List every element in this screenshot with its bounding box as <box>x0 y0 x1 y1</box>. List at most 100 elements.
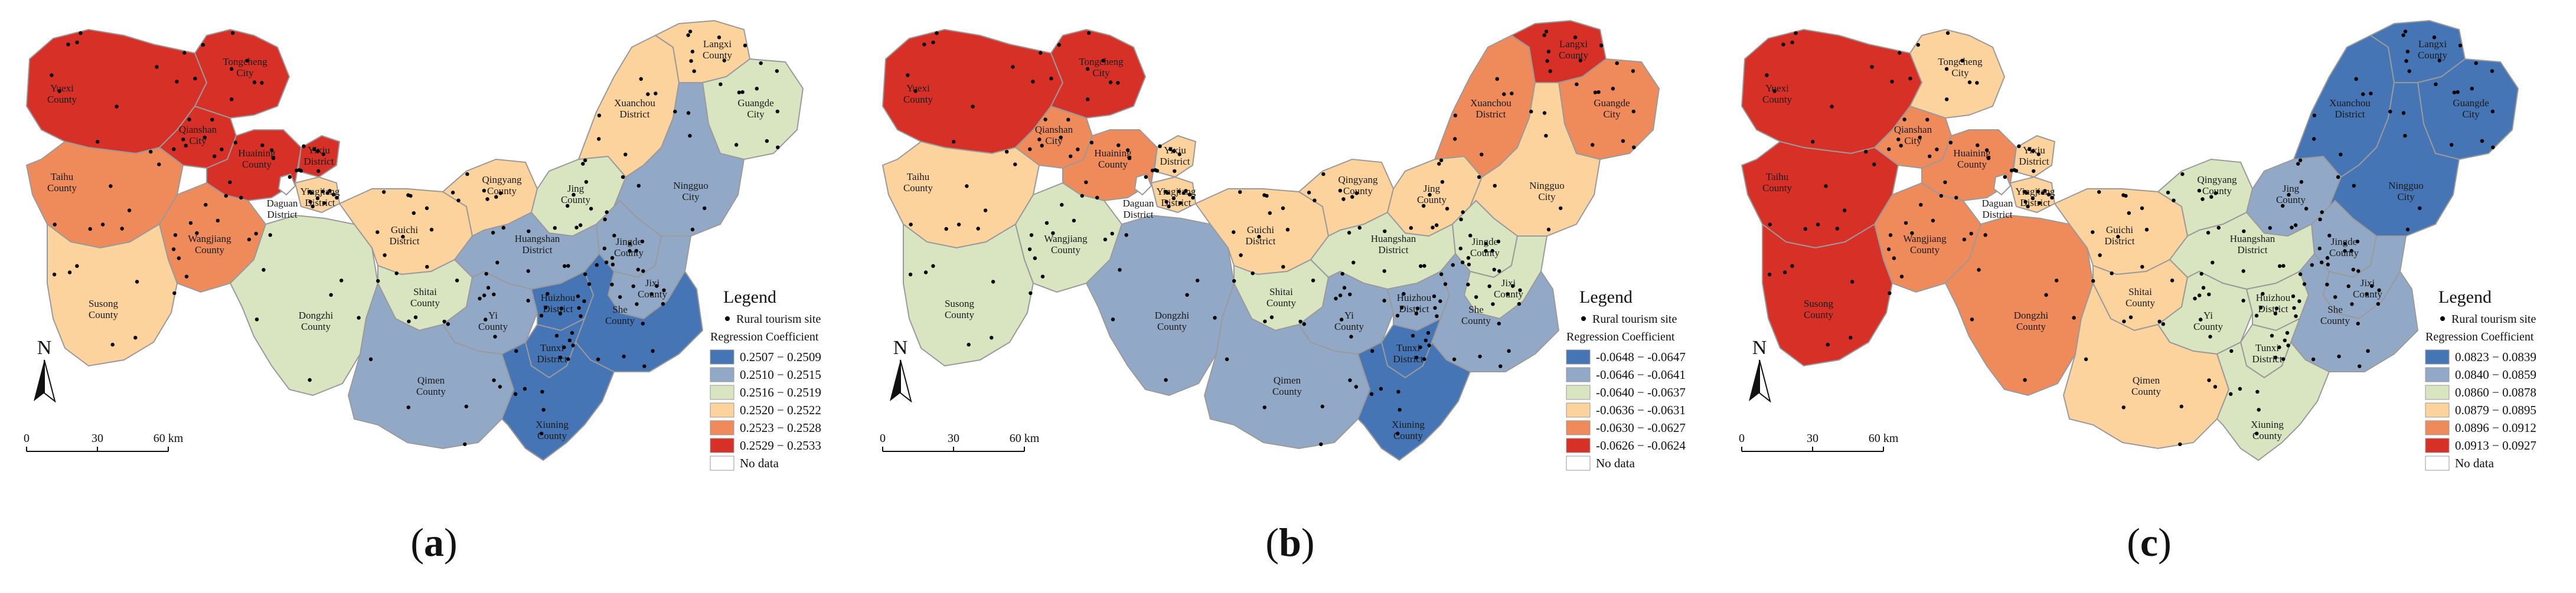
rural-tourism-site <box>1370 349 1374 353</box>
district-qimen <box>1203 281 1371 450</box>
rural-tourism-site <box>1269 315 1274 319</box>
legend-coef-title: Regression Coefficient <box>1566 330 1675 343</box>
district-label-taihu: Taihu County <box>1762 171 1793 194</box>
rural-tourism-site <box>368 357 373 361</box>
district-label-jingde: Jingde County <box>1470 236 1500 258</box>
rural-tourism-site <box>583 158 587 162</box>
rural-tourism-site <box>1086 97 1090 101</box>
district-label-yingjiang: Yingjiang District <box>2015 186 2055 208</box>
rural-tourism-site <box>755 87 759 91</box>
rural-tourism-site <box>1040 274 1045 279</box>
rural-tourism-site <box>1591 143 1595 147</box>
rural-tourism-site <box>193 76 197 81</box>
rural-tourism-site <box>1467 263 1471 267</box>
rural-tourism-site <box>75 264 79 268</box>
rural-tourism-site <box>1497 322 1501 326</box>
rural-tourism-site <box>1928 154 1932 159</box>
rural-tourism-site <box>1896 137 1901 142</box>
rural-tourism-site <box>2097 190 2101 194</box>
scale-bar: 0 30 60 km <box>24 432 184 452</box>
rural-tourism-site <box>2178 442 2182 447</box>
rural-tourism-site <box>610 283 614 287</box>
rural-tourism-site <box>157 162 161 166</box>
rural-tourism-site <box>2407 69 2411 73</box>
rural-tourism-site <box>2003 175 2007 179</box>
rural-tourism-site <box>640 240 645 244</box>
rural-tourism-site <box>1196 279 1200 283</box>
rural-tourism-site <box>254 317 259 322</box>
rural-tourism-site <box>526 299 530 303</box>
district-label-jixi: Jixi County <box>2353 277 2383 300</box>
rural-tourism-site <box>612 234 616 238</box>
district-label-she: She County <box>2320 304 2350 326</box>
rural-tourism-site <box>2285 331 2290 335</box>
rural-tourism-site <box>1057 42 1061 47</box>
rural-tourism-site <box>562 345 566 349</box>
rural-tourism-site <box>329 293 333 297</box>
rural-tourism-site <box>245 58 249 63</box>
rural-tourism-site <box>2036 189 2040 194</box>
legend-swatch <box>2425 420 2450 435</box>
district-label-qimen: Qimen County <box>2131 375 2162 397</box>
rural-tourism-site <box>1461 210 1465 214</box>
rural-tourism-site <box>429 228 434 232</box>
district-label-wangjiang: Wangjiang County <box>1903 233 1947 255</box>
district-susong <box>47 223 178 367</box>
legend-title: Legend <box>2438 287 2492 307</box>
rural-tourism-site <box>50 73 54 77</box>
rural-tourism-site <box>2242 229 2246 234</box>
rural-tourism-site <box>376 230 380 234</box>
rural-tourism-site <box>2046 192 2051 196</box>
rural-tourism-site <box>2290 225 2294 230</box>
rural-tourism-site <box>703 206 707 211</box>
rural-tourism-site <box>1005 150 1009 154</box>
rural-tourism-site <box>1899 274 1904 279</box>
rural-tourism-site <box>2352 184 2356 188</box>
rural-tourism-site <box>181 137 185 142</box>
district-qimen <box>347 281 515 450</box>
rural-tourism-site <box>2312 137 2316 141</box>
rural-tourism-site <box>2261 291 2265 296</box>
rural-tourism-site <box>692 69 696 73</box>
district-daguan <box>1993 173 2012 196</box>
rural-tourism-site <box>2023 199 2028 204</box>
rural-tourism-site <box>605 210 609 214</box>
rural-tourism-site <box>1340 317 1344 322</box>
district-label-yuexi: Yuexi County <box>1762 83 1793 105</box>
rural-tourism-site <box>1382 269 1386 273</box>
rural-tourism-site <box>1765 73 1769 77</box>
rural-tourism-site <box>2405 50 2410 54</box>
rural-tourism-site <box>1976 143 1980 148</box>
rural-tourism-site <box>321 152 325 156</box>
rural-tourism-site <box>1816 222 1820 227</box>
rural-tourism-site <box>1632 145 1636 149</box>
rural-tourism-site <box>1453 137 1457 141</box>
rural-tourism-site <box>1944 67 1949 71</box>
legend-swatch <box>2425 385 2450 400</box>
rural-tourism-site <box>173 233 178 237</box>
rural-tourism-site <box>52 273 57 277</box>
rural-tourism-site <box>1916 42 1920 47</box>
district-label-jingde: Jingde County <box>2329 236 2359 258</box>
rural-tourism-site <box>2318 217 2322 221</box>
district-label-yixiu: Yixiu District <box>304 145 334 167</box>
rural-tourism-site <box>1027 247 1032 251</box>
rural-tourism-site <box>456 198 461 202</box>
rural-tourism-site <box>688 30 693 34</box>
rural-tourism-site <box>1383 229 1387 234</box>
rural-tourism-site <box>1422 357 1426 361</box>
rural-tourism-site <box>596 357 600 362</box>
rural-tourism-site <box>1431 225 1435 230</box>
rural-tourism-site <box>482 188 487 193</box>
rural-tourism-site <box>1399 306 1404 310</box>
rural-tourism-site <box>478 296 482 301</box>
rural-tourism-site <box>576 294 580 299</box>
rural-tourism-site <box>2326 263 2330 267</box>
rural-tourism-site <box>195 231 199 235</box>
rural-tourism-site <box>110 342 115 347</box>
rural-tourism-site <box>1059 135 1063 140</box>
rural-tourism-site <box>1842 208 1847 212</box>
district-label-taihu: Taihu County <box>903 171 933 194</box>
rural-tourism-site <box>2480 139 2484 143</box>
rural-tourism-site <box>498 191 502 195</box>
